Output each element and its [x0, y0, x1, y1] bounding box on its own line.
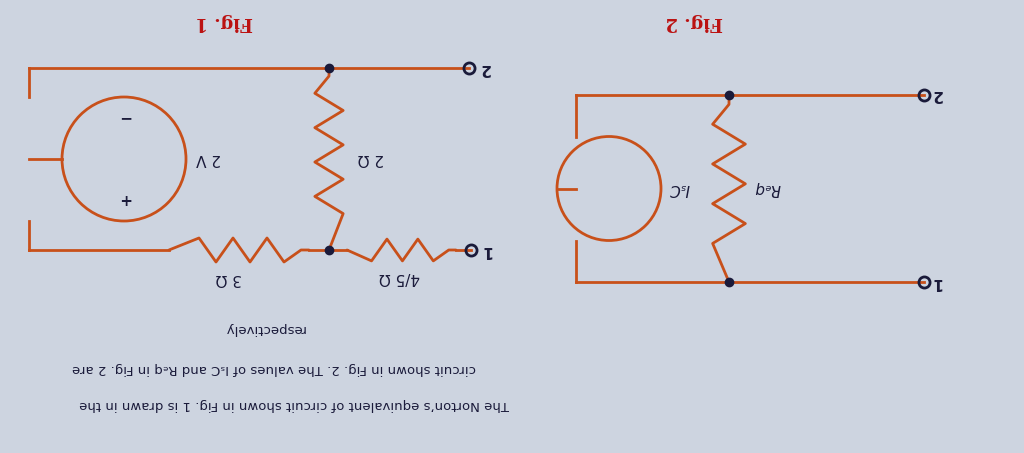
Text: 2 Ω: 2 Ω: [357, 151, 384, 167]
Text: 2: 2: [931, 87, 941, 102]
Text: The Norton’s equivalent of circuit shown in Fig. 1 is drawn in the: The Norton’s equivalent of circuit shown…: [79, 399, 509, 411]
Text: −: −: [118, 110, 130, 125]
Text: +: +: [118, 192, 130, 207]
Text: IₛC: IₛC: [669, 181, 689, 196]
Text: 1: 1: [480, 242, 492, 257]
Text: 2 V: 2 V: [197, 151, 221, 167]
Text: 2: 2: [478, 61, 489, 76]
Text: Rₑq: Rₑq: [754, 181, 780, 196]
Text: circuit shown in Fig. 2. The values of IₛC and Rₑq in Fig. 2 are: circuit shown in Fig. 2. The values of I…: [72, 361, 476, 375]
Text: respectively: respectively: [223, 322, 304, 334]
Text: Fig. 2: Fig. 2: [666, 13, 723, 31]
Text: Fig. 1: Fig. 1: [196, 13, 253, 31]
Text: 1: 1: [931, 275, 941, 289]
Text: 3 Ω: 3 Ω: [216, 270, 243, 285]
Text: 4/5 Ω: 4/5 Ω: [380, 270, 421, 285]
